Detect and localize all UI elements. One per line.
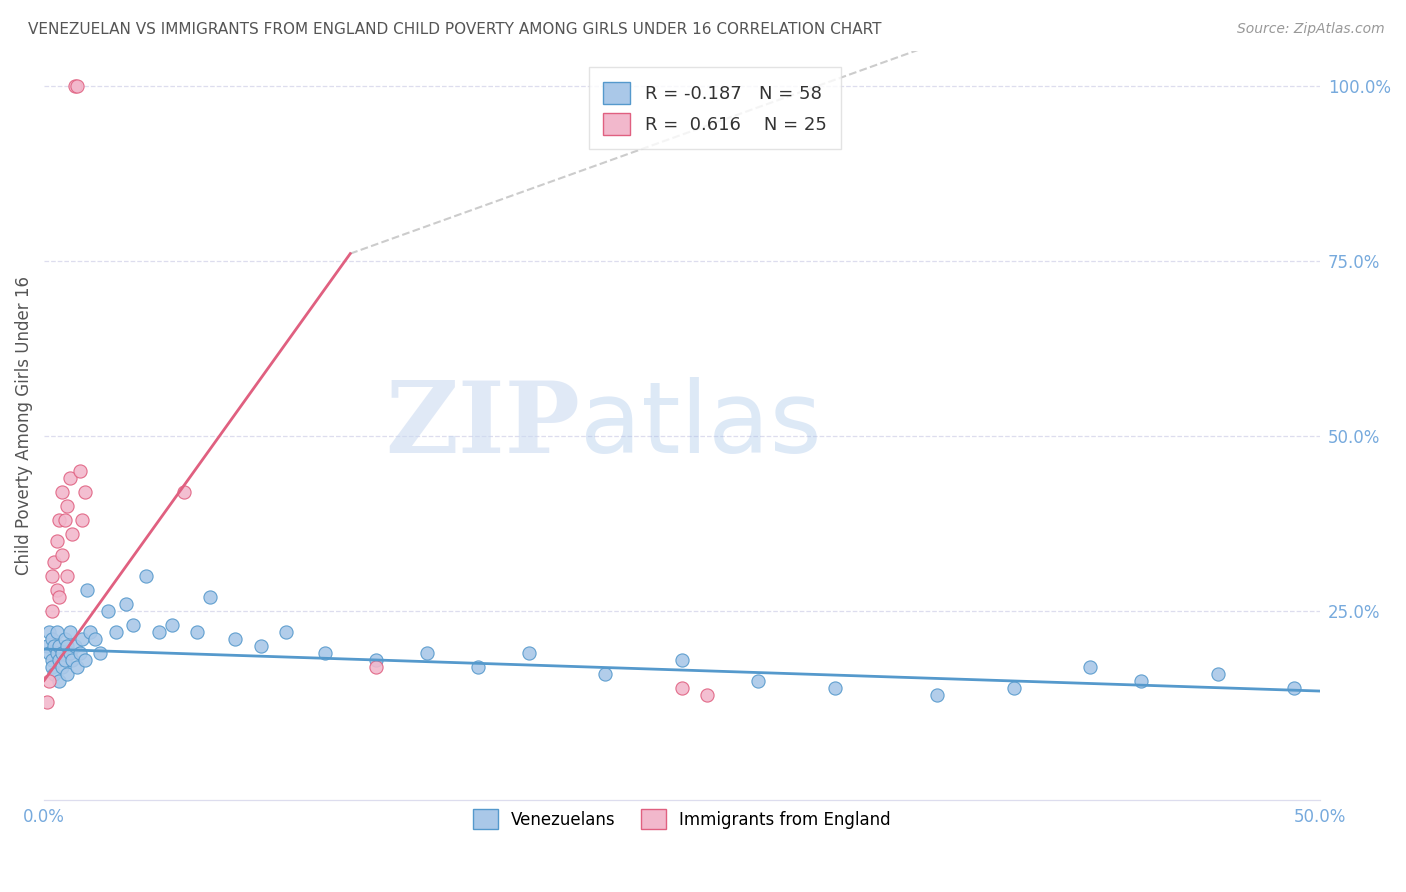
Point [595, 666, 617, 681]
Text: VENEZUELAN VS IMMIGRANTS FROM ENGLAND CHILD POVERTY AMONG GIRLS UNDER 16 CORRELA: VENEZUELAN VS IMMIGRANTS FROM ENGLAND CH… [28, 22, 882, 37]
Point [72, 512, 94, 526]
Point [114, 597, 136, 611]
Point [53, 512, 76, 526]
Point [69, 646, 91, 660]
Point [696, 688, 718, 702]
Point [45, 624, 67, 639]
Point [824, 681, 846, 695]
Point [1130, 673, 1153, 688]
Point [72, 632, 94, 646]
Point [41, 632, 63, 646]
Point [925, 688, 948, 702]
Point [38, 646, 60, 660]
Point [53, 632, 76, 646]
Point [48, 512, 70, 526]
Point [48, 652, 70, 666]
Point [41, 603, 63, 617]
Point [51, 646, 73, 660]
Point [1002, 681, 1025, 695]
Point [97, 603, 120, 617]
Point [45, 533, 67, 548]
Point [186, 624, 208, 639]
Point [59, 470, 82, 484]
Point [38, 624, 60, 639]
Point [671, 652, 693, 666]
Point [173, 484, 195, 499]
Point [60, 652, 83, 666]
Point [73, 484, 96, 499]
Point [53, 652, 76, 666]
Point [84, 632, 107, 646]
Point [59, 646, 82, 660]
Point [671, 681, 693, 695]
Point [122, 617, 145, 632]
Y-axis label: Child Poverty Among Girls Under 16: Child Poverty Among Girls Under 16 [15, 276, 32, 574]
Point [160, 617, 183, 632]
Point [56, 568, 79, 582]
Point [104, 624, 127, 639]
Point [51, 659, 73, 673]
Point [250, 639, 273, 653]
Point [60, 526, 83, 541]
Point [314, 646, 336, 660]
Point [41, 652, 63, 666]
Point [416, 646, 439, 660]
Point [38, 673, 60, 688]
Point [1206, 666, 1229, 681]
Text: atlas: atlas [579, 376, 821, 474]
Point [44, 639, 66, 653]
Point [364, 659, 387, 673]
Point [747, 673, 769, 688]
Point [135, 568, 157, 582]
Point [48, 639, 70, 653]
Point [51, 484, 73, 499]
Point [45, 582, 67, 597]
Point [45, 646, 67, 660]
Point [66, 659, 89, 673]
Point [44, 555, 66, 569]
Point [467, 659, 489, 673]
Point [48, 673, 70, 688]
Point [63, 78, 86, 93]
Point [89, 646, 111, 660]
Text: ZIP: ZIP [385, 376, 579, 474]
Point [148, 624, 170, 639]
Point [35, 694, 58, 708]
Point [66, 78, 89, 93]
Point [56, 499, 79, 513]
Point [48, 590, 70, 604]
Point [1078, 659, 1101, 673]
Point [35, 639, 58, 653]
Point [59, 624, 82, 639]
Point [44, 666, 66, 681]
Point [76, 582, 98, 597]
Point [73, 652, 96, 666]
Point [41, 568, 63, 582]
Point [224, 632, 246, 646]
Point [1282, 681, 1305, 695]
Point [276, 624, 298, 639]
Point [51, 548, 73, 562]
Point [79, 624, 101, 639]
Point [41, 659, 63, 673]
Point [63, 639, 86, 653]
Point [364, 652, 387, 666]
Point [517, 646, 540, 660]
Point [198, 590, 221, 604]
Point [56, 639, 79, 653]
Point [69, 464, 91, 478]
Point [56, 666, 79, 681]
Text: Source: ZipAtlas.com: Source: ZipAtlas.com [1237, 22, 1385, 37]
Legend: Venezuelans, Immigrants from England: Venezuelans, Immigrants from England [467, 803, 897, 836]
